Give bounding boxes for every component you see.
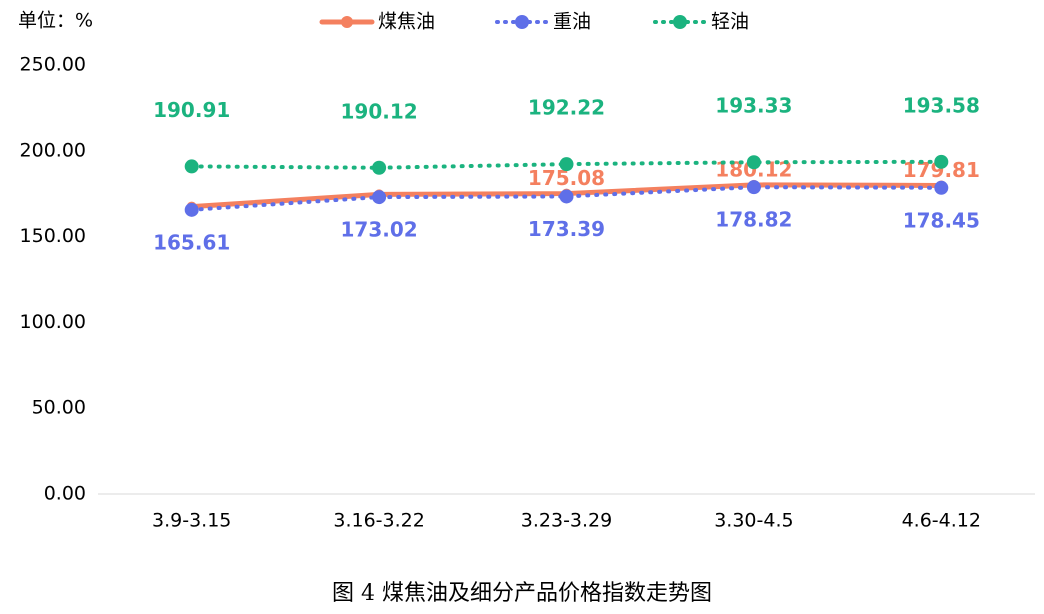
series-line (189, 159, 944, 170)
point (746, 155, 761, 170)
data-label: 193.58 (903, 93, 980, 117)
y-tick-label: 100.00 (20, 311, 86, 333)
y-tick-label: 150.00 (20, 225, 86, 247)
x-tick-label: 3.16-3.22 (333, 510, 424, 532)
y-tick-label: 200.00 (20, 139, 86, 161)
x-tick-label: 4.6-4.12 (902, 510, 981, 532)
point (934, 154, 949, 169)
data-label: 178.45 (903, 208, 980, 232)
y-tick-label: 0.00 (44, 483, 86, 505)
x-tick-label: 3.9-3.15 (152, 510, 231, 532)
legend-label: 重油 (553, 11, 591, 33)
point (184, 202, 199, 217)
point (934, 180, 949, 195)
x-tick-label: 3.30-4.5 (714, 510, 793, 532)
point (559, 189, 574, 204)
caption: 图 4 煤焦油及细分产品价格指数走势图 (332, 581, 712, 606)
point (372, 190, 387, 205)
legend-marker (673, 15, 687, 29)
unit-label: 单位：% (18, 10, 93, 32)
data-label: 165.61 (153, 230, 230, 254)
x-tick-label: 3.23-3.29 (521, 510, 612, 532)
y-tick-label: 250.00 (20, 54, 86, 76)
legend-label: 轻油 (711, 11, 749, 33)
series-line (189, 185, 944, 212)
data-label: 190.91 (153, 98, 230, 122)
point (559, 157, 574, 172)
data-label: 173.02 (341, 218, 418, 242)
legend-label: 煤焦油 (378, 11, 435, 33)
point (184, 159, 199, 174)
data-label: 190.12 (341, 99, 418, 123)
point (746, 180, 761, 195)
legend-marker (515, 15, 529, 29)
legend-marker (341, 16, 353, 28)
data-label: 192.22 (528, 96, 605, 120)
point (372, 160, 387, 175)
y-tick-label: 50.00 (32, 397, 86, 419)
data-label: 193.33 (715, 94, 792, 118)
data-label: 178.82 (715, 208, 792, 232)
data-label: 173.39 (528, 217, 605, 241)
